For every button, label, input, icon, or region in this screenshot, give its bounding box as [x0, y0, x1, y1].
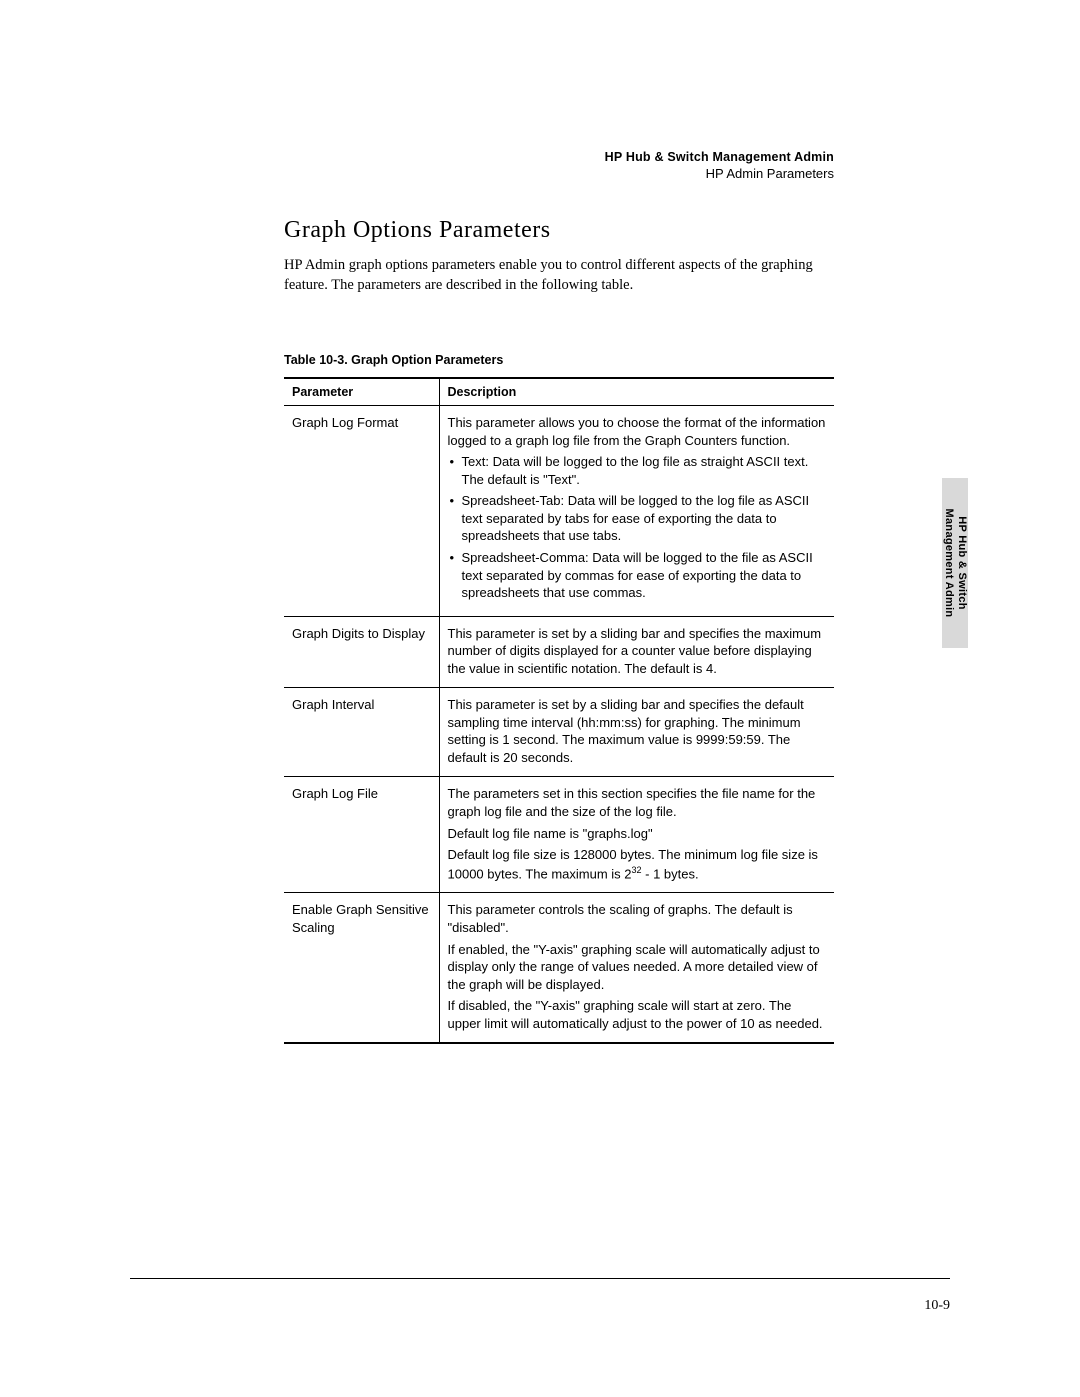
table-row: Graph Log File The parameters set in thi…	[284, 777, 834, 893]
desc-bullets: Text: Data will be logged to the log fil…	[448, 453, 827, 601]
param-name: Graph Digits to Display	[284, 616, 439, 688]
intro-paragraph: HP Admin graph options parameters enable…	[284, 256, 834, 295]
side-tab-label: HP Hub & Switch Management Admin	[942, 509, 968, 618]
list-item: Spreadsheet-Tab: Data will be logged to …	[448, 492, 827, 545]
page-content: HP Hub & Switch Management Admin HP Admi…	[284, 150, 834, 1044]
parameters-table: Parameter Description Graph Log Format T…	[284, 377, 834, 1044]
desc-text: The parameters set in this section speci…	[448, 785, 827, 820]
page-number: 10-9	[924, 1298, 950, 1314]
desc-text: This parameter allows you to choose the …	[448, 414, 827, 449]
param-name: Graph Interval	[284, 688, 439, 777]
col-header-parameter: Parameter	[284, 378, 439, 406]
table-caption: Table 10-3. Graph Option Parameters	[284, 353, 834, 367]
desc-text: This parameter controls the scaling of g…	[448, 901, 827, 936]
desc-text: If disabled, the "Y-axis" graphing scale…	[448, 997, 827, 1032]
desc-text: This parameter is set by a sliding bar a…	[448, 625, 827, 678]
section-title: Graph Options Parameters	[284, 217, 834, 244]
desc-text: If enabled, the "Y-axis" graphing scale …	[448, 941, 827, 994]
footer-rule	[130, 1278, 950, 1279]
desc-text: This parameter is set by a sliding bar a…	[448, 696, 827, 766]
desc-text: Default log file name is "graphs.log"	[448, 825, 827, 843]
param-description: This parameter allows you to choose the …	[439, 406, 834, 616]
param-name: Graph Log File	[284, 777, 439, 893]
running-header: HP Hub & Switch Management Admin HP Admi…	[284, 150, 834, 181]
list-item: Text: Data will be logged to the log fil…	[448, 453, 827, 488]
param-name: Enable Graph Sensitive Scaling	[284, 893, 439, 1043]
desc-text: Default log file size is 128000 bytes. T…	[448, 846, 827, 882]
table-header-row: Parameter Description	[284, 378, 834, 406]
table-row: Graph Log Format This parameter allows y…	[284, 406, 834, 616]
param-description: This parameter is set by a sliding bar a…	[439, 616, 834, 688]
param-description: This parameter controls the scaling of g…	[439, 893, 834, 1043]
param-description: The parameters set in this section speci…	[439, 777, 834, 893]
header-title: HP Hub & Switch Management Admin	[284, 150, 834, 164]
col-header-description: Description	[439, 378, 834, 406]
table-row: Enable Graph Sensitive Scaling This para…	[284, 893, 834, 1043]
list-item: Spreadsheet-Comma: Data will be logged t…	[448, 549, 827, 602]
param-description: This parameter is set by a sliding bar a…	[439, 688, 834, 777]
header-subtitle: HP Admin Parameters	[284, 166, 834, 181]
table-row: Graph Digits to Display This parameter i…	[284, 616, 834, 688]
table-row: Graph Interval This parameter is set by …	[284, 688, 834, 777]
chapter-side-tab: HP Hub & Switch Management Admin	[942, 478, 968, 648]
param-name: Graph Log Format	[284, 406, 439, 616]
